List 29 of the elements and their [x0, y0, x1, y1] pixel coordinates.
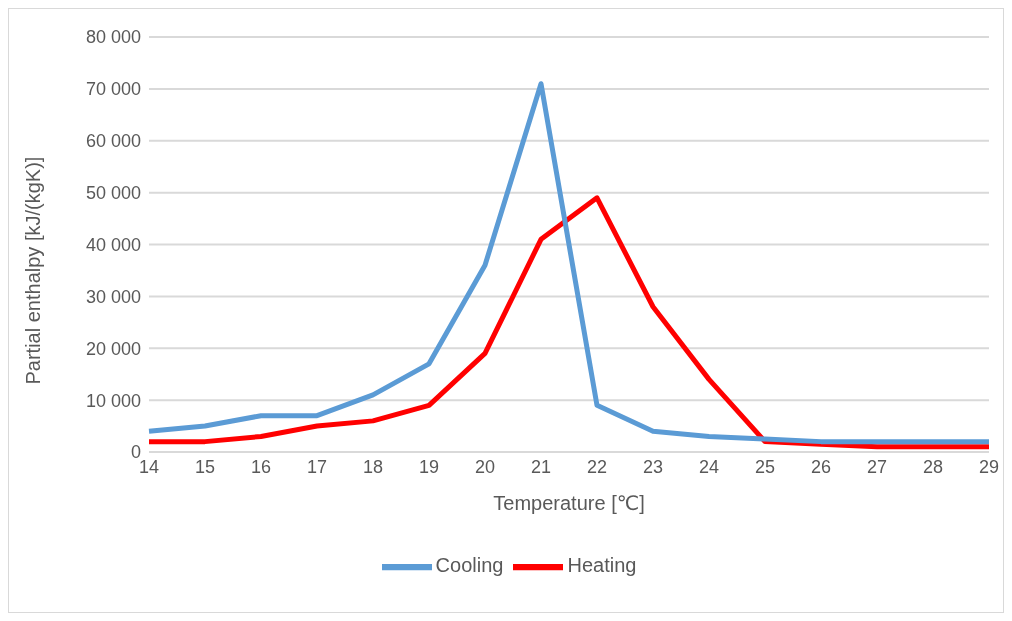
- x-tick-label: 22: [586, 456, 608, 477]
- x-tick-label: 14: [138, 456, 160, 477]
- x-tick-label: 15: [194, 456, 216, 477]
- x-tick-label: 19: [418, 456, 440, 477]
- x-tick-label: 21: [530, 456, 552, 477]
- y-tick-label: 30 000: [85, 286, 141, 307]
- x-tick-label: 25: [754, 456, 776, 477]
- y-axis-title: Partial enthalpy [kJ/(kgK)]: [22, 156, 45, 385]
- x-tick-label: 18: [362, 456, 384, 477]
- y-tick-label: 40 000: [85, 234, 141, 255]
- x-tick-label: 16: [250, 456, 272, 477]
- legend-label: Heating: [567, 554, 637, 577]
- y-tick-label: 0: [130, 442, 141, 463]
- y-tick-label: 70 000: [85, 79, 141, 100]
- x-tick-label: 27: [866, 456, 888, 477]
- y-tick-label: 60 000: [85, 131, 141, 152]
- y-tick-label: 10 000: [85, 390, 141, 411]
- x-tick-label: 23: [642, 456, 664, 477]
- x-tick-label: 26: [810, 456, 832, 477]
- y-tick-label: 50 000: [85, 183, 141, 204]
- x-tick-label: 29: [978, 456, 1000, 477]
- x-tick-label: 28: [922, 456, 944, 477]
- legend-label: Cooling: [435, 554, 504, 577]
- y-tick-label: 20 000: [85, 338, 141, 359]
- x-tick-label: 20: [474, 456, 496, 477]
- x-axis-title: Temperature [℃]: [493, 492, 645, 514]
- y-tick-label: 80 000: [85, 27, 141, 48]
- x-tick-label: 17: [306, 456, 328, 477]
- x-tick-label: 24: [698, 456, 720, 477]
